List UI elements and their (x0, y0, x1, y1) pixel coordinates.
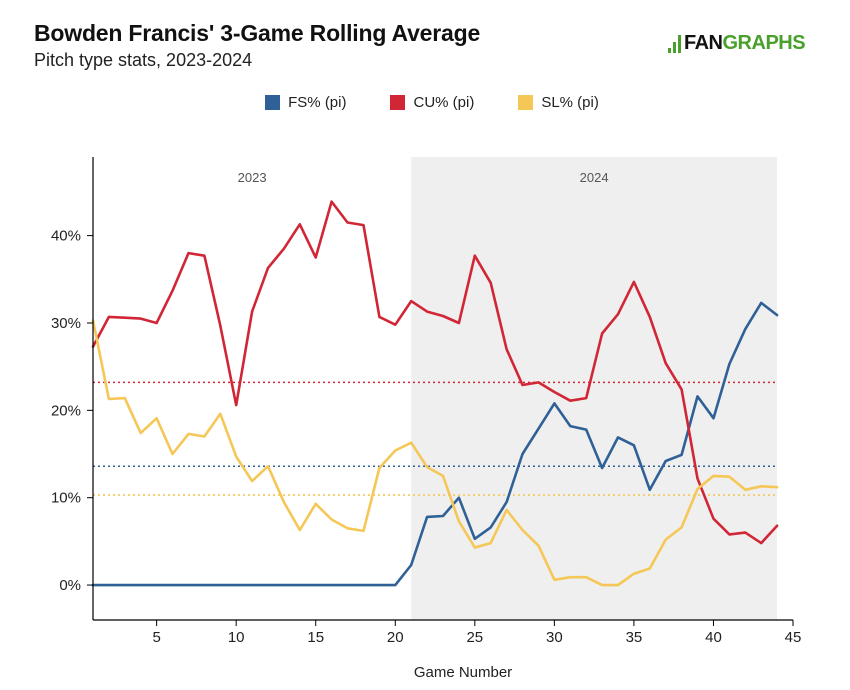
legend-label-cu: CU% (pi) (413, 94, 475, 111)
legend-item-sl: SL% (pi) (518, 94, 599, 111)
y-tick-label-10: 10% (51, 490, 81, 507)
y-tick-label-40: 40% (51, 228, 81, 245)
fangraphs-logo-text: FANGRAPHS (684, 32, 806, 54)
y-tick-label-20: 20% (51, 402, 81, 419)
fangraphs-logo: FANGRAPHS (668, 32, 806, 55)
fangraphs-logo-icon (668, 34, 681, 53)
x-tick-label-10: 10 (228, 629, 245, 646)
x-tick-label-40: 40 (705, 629, 722, 646)
x-tick-label-20: 20 (387, 629, 404, 646)
series-line-fs (91, 301, 779, 587)
chart-title: Bowden Francis' 3-Game Rolling Average (34, 20, 481, 46)
y-tick-label-0: 0% (59, 577, 81, 594)
x-tick-label-35: 35 (626, 629, 643, 646)
series-line-sl (91, 319, 779, 587)
x-tick-label-15: 15 (307, 629, 324, 646)
x-tick-label-25: 25 (466, 629, 483, 646)
legend-item-cu: CU% (pi) (390, 94, 474, 111)
legend-label-fs: FS% (pi) (288, 94, 347, 111)
x-axis-title: Game Number (414, 664, 512, 681)
season-label-2024: 2024 (580, 170, 609, 185)
legend-swatch-sl (518, 95, 534, 110)
series-line-cu (91, 200, 779, 545)
x-tick-label-30: 30 (546, 629, 563, 646)
season-label-2023: 2023 (238, 170, 267, 185)
legend-label-sl: SL% (pi) (541, 94, 599, 111)
chart-legend: FS% (pi) CU% (pi) SL% (pi) (0, 94, 850, 111)
legend-swatch-fs (265, 95, 281, 110)
x-tick-label-5: 5 (152, 629, 160, 646)
legend-item-fs: FS% (pi) (265, 94, 346, 111)
x-tick-label-45: 45 (785, 629, 802, 646)
y-tick-label-30: 30% (51, 315, 81, 332)
chart-subtitle: Pitch type stats, 2023-2024 (34, 50, 253, 70)
legend-swatch-cu (390, 95, 406, 110)
